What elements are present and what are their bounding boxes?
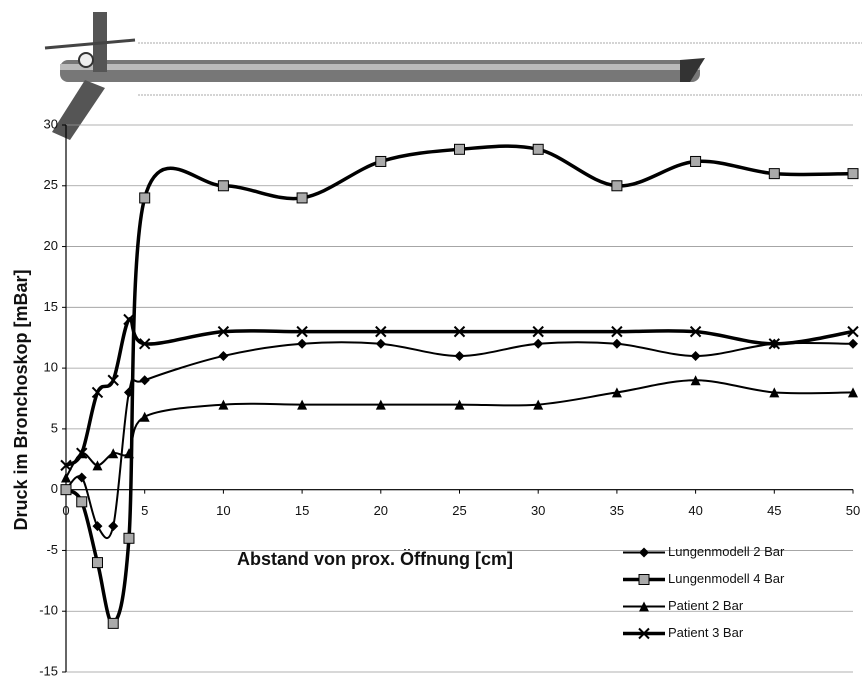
- marker: [61, 472, 71, 483]
- y-tick-label: 5: [51, 420, 58, 435]
- marker: [76, 496, 88, 508]
- series-line: [64, 316, 854, 467]
- marker: [690, 155, 702, 167]
- marker: [218, 399, 229, 410]
- marker: [769, 387, 780, 398]
- marker: [533, 338, 544, 349]
- marker: [107, 617, 119, 629]
- marker: [107, 374, 119, 386]
- legend-label: Patient 3 Bar: [668, 625, 744, 640]
- marker: [123, 448, 134, 459]
- legend: Lungenmodell 2 Bar Lungenmodell 4 Bar Pati…: [623, 544, 785, 640]
- marker: [297, 399, 308, 410]
- marker: [453, 325, 466, 338]
- marker: [611, 338, 622, 349]
- marker: [768, 168, 780, 180]
- marker: [60, 484, 72, 496]
- x-tick-label: 15: [295, 503, 309, 518]
- x-tick-label: 25: [452, 503, 466, 518]
- x-tick-label: 10: [216, 503, 230, 518]
- marker: [91, 557, 103, 569]
- marker: [108, 448, 119, 459]
- marker: [639, 601, 649, 612]
- marker: [847, 168, 859, 180]
- marker: [454, 399, 465, 410]
- x-axis-label: Abstand von prox. Öffnung [cm]: [237, 549, 513, 569]
- y-tick-label: 25: [44, 177, 58, 192]
- marker: [847, 325, 859, 338]
- marker: [108, 521, 119, 532]
- marker: [297, 338, 308, 349]
- marker: [60, 459, 72, 472]
- x-tick-label: 45: [767, 503, 781, 518]
- marker: [848, 338, 858, 349]
- marker: [375, 338, 386, 349]
- marker: [217, 180, 229, 192]
- marker: [76, 472, 87, 483]
- legend-label: Lungenmodell 2 Bar: [668, 544, 785, 559]
- marker: [532, 143, 544, 155]
- marker: [690, 375, 701, 386]
- marker: [139, 192, 151, 204]
- marker: [76, 447, 88, 459]
- bronchoscope-image: [44, 12, 862, 140]
- x-tick-label: 5: [141, 503, 148, 518]
- marker: [91, 386, 104, 399]
- x-tick-label: 20: [374, 503, 388, 518]
- marker: [454, 143, 465, 155]
- y-tick-label: -10: [39, 603, 58, 618]
- y-tick-label: 10: [44, 360, 58, 375]
- y-axis-label: Druck im Bronchoskop [mBar]: [11, 269, 31, 530]
- marker: [375, 155, 387, 167]
- y-tick-label: -15: [39, 663, 58, 677]
- marker: [611, 180, 623, 192]
- x-tick-label: 40: [688, 503, 702, 518]
- y-tick-label: 30: [44, 116, 58, 131]
- marker: [848, 387, 858, 398]
- marker: [217, 325, 230, 338]
- marker: [375, 325, 387, 338]
- marker: [218, 350, 229, 361]
- marker: [92, 521, 103, 532]
- marker: [611, 387, 622, 398]
- marker: [454, 350, 465, 361]
- marker: [689, 325, 702, 338]
- x-tick-label: 50: [846, 503, 860, 518]
- y-tick-label: 20: [44, 238, 58, 253]
- marker: [138, 338, 151, 350]
- x-tick-label: 35: [610, 503, 624, 518]
- marker: [92, 460, 103, 471]
- marker: [139, 375, 150, 386]
- marker: [639, 547, 649, 558]
- marker: [638, 574, 650, 585]
- marker: [638, 627, 650, 640]
- marker: [139, 411, 150, 422]
- marker: [375, 399, 386, 410]
- marker: [611, 325, 623, 338]
- marker: [532, 325, 544, 338]
- legend-label: Lungenmodell 4 Bar: [668, 571, 785, 586]
- marker: [123, 313, 135, 326]
- y-tick-label: 15: [44, 299, 58, 314]
- x-tick-label: 0: [62, 503, 69, 518]
- marker: [296, 192, 308, 204]
- legend-label: Patient 2 Bar: [668, 598, 744, 613]
- series-line: [65, 379, 854, 479]
- marker: [123, 532, 135, 544]
- marker: [296, 325, 308, 338]
- marker: [690, 350, 701, 361]
- marker: [533, 399, 544, 410]
- x-tick-label: 30: [531, 503, 545, 518]
- marker: [768, 338, 781, 350]
- y-tick-label: -5: [46, 542, 58, 557]
- y-tick-label: 0: [51, 481, 58, 496]
